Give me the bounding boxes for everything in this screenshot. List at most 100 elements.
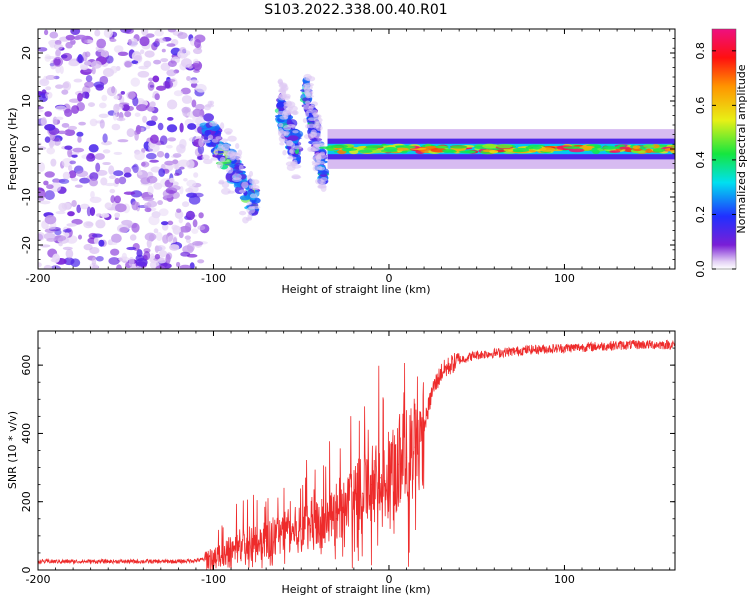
heatmap-cell bbox=[100, 50, 109, 58]
heatmap-cell bbox=[166, 144, 173, 149]
heatmap-cell bbox=[148, 77, 154, 82]
heatmap-cell bbox=[225, 173, 234, 182]
heatmap-cell bbox=[313, 114, 322, 119]
snr-data-point bbox=[72, 560, 74, 563]
heatmap-cell bbox=[68, 60, 80, 67]
y-tick-label: -20 bbox=[20, 236, 33, 254]
heatmap-cell bbox=[276, 101, 285, 108]
heatmap-cell bbox=[101, 94, 108, 102]
heatmap-cell bbox=[80, 203, 90, 210]
heatmap-cell bbox=[46, 184, 54, 190]
heatmap-cell bbox=[308, 104, 316, 109]
heatmap-cell bbox=[76, 170, 89, 178]
heatmap-cell bbox=[38, 262, 42, 268]
heatmap-cell bbox=[167, 116, 174, 121]
heatmap-cell bbox=[61, 157, 73, 168]
heatmap-cell bbox=[45, 86, 52, 91]
heatmap-cell bbox=[44, 171, 55, 178]
heatmap-cell bbox=[44, 124, 56, 131]
heatmap-cell bbox=[531, 145, 542, 150]
y-tick-label: 0 bbox=[20, 146, 33, 153]
heatmap-cell bbox=[98, 239, 105, 247]
heatmap-cell bbox=[292, 145, 303, 150]
heatmap-cell bbox=[102, 161, 111, 166]
heatmap-cell bbox=[157, 257, 167, 264]
heatmap-cell bbox=[167, 29, 177, 33]
heatmap-cell bbox=[154, 93, 160, 101]
heatmap-cell bbox=[435, 145, 449, 149]
heatmap-cell bbox=[394, 147, 409, 151]
heatmap-cell bbox=[178, 217, 183, 224]
heatmap-cell bbox=[209, 121, 218, 127]
heatmap-cell bbox=[88, 144, 99, 153]
heatmap-cell bbox=[186, 179, 197, 188]
heatmap-cell bbox=[239, 210, 247, 216]
heatmap-cell bbox=[219, 122, 225, 130]
heatmap-cell bbox=[98, 102, 107, 109]
heatmap-cell bbox=[99, 119, 105, 129]
heatmap-cell bbox=[128, 256, 135, 267]
heatmap-cell bbox=[179, 122, 184, 133]
heatmap-cell bbox=[38, 47, 48, 52]
heatmap-cell bbox=[166, 43, 176, 47]
heatmap-cell bbox=[172, 225, 182, 235]
heatmap-cell bbox=[121, 252, 128, 261]
heatmap-cell bbox=[162, 234, 169, 244]
heatmap-cell bbox=[158, 168, 166, 177]
heatmap-cell bbox=[664, 147, 675, 152]
heatmap-cell bbox=[155, 85, 167, 91]
heatmap-cell bbox=[71, 105, 80, 114]
heatmap-cell bbox=[193, 172, 199, 178]
heatmap-cell bbox=[185, 187, 194, 193]
heatmap-cell bbox=[126, 246, 137, 251]
heatmap-cell bbox=[95, 255, 104, 262]
heatmap-cell bbox=[163, 80, 174, 89]
heatmap-cell bbox=[482, 143, 497, 149]
heatmap-cell bbox=[76, 55, 84, 64]
heatmap-cell bbox=[43, 29, 49, 36]
heatmap-cell bbox=[146, 239, 152, 248]
heatmap-cell bbox=[160, 62, 171, 71]
heatmap-cell bbox=[140, 49, 145, 55]
heatmap-cell bbox=[66, 223, 77, 227]
heatmap-cell bbox=[122, 104, 130, 112]
heatmap-cell bbox=[304, 82, 315, 87]
heatmap-cell bbox=[286, 140, 294, 147]
heatmap-cell bbox=[45, 91, 53, 99]
heatmap-cell bbox=[71, 218, 83, 225]
heatmap-cell bbox=[292, 159, 298, 167]
y-tick-label: 200 bbox=[20, 491, 33, 512]
heatmap-cell bbox=[89, 118, 98, 127]
heatmap-cell bbox=[239, 195, 251, 201]
heatmap-cell bbox=[43, 180, 49, 186]
heatmap-cell bbox=[201, 154, 210, 160]
heatmap-cell bbox=[568, 148, 585, 153]
heatmap-cell bbox=[282, 108, 292, 116]
heatmap-cell bbox=[44, 136, 51, 143]
heatmap-cell bbox=[189, 79, 199, 84]
heatmap-cell bbox=[71, 200, 77, 207]
heatmap-cell bbox=[496, 144, 513, 149]
heatmap-cell bbox=[179, 46, 187, 54]
heatmap-cell bbox=[167, 137, 177, 142]
heatmap-cell bbox=[123, 191, 136, 195]
heatmap-cell bbox=[358, 149, 373, 153]
snr-data-point bbox=[344, 509, 346, 511]
heatmap-cell bbox=[60, 54, 68, 59]
heatmap-cell bbox=[83, 61, 92, 66]
heatmap-cell bbox=[317, 185, 327, 189]
snr-data-point bbox=[239, 545, 241, 547]
snr-data-point bbox=[353, 501, 355, 503]
heatmap-cell bbox=[227, 135, 237, 142]
heatmap-cell bbox=[173, 90, 183, 97]
snr-data-point bbox=[326, 516, 329, 518]
heatmap-cell bbox=[180, 58, 193, 68]
heatmap-cell bbox=[91, 233, 103, 238]
heatmap-cell bbox=[283, 104, 289, 110]
heatmap-cell bbox=[160, 221, 169, 226]
heatmap-cell bbox=[68, 165, 73, 172]
heatmap-cell bbox=[159, 135, 168, 146]
heatmap-cell bbox=[166, 78, 176, 83]
heatmap-cell bbox=[45, 56, 57, 60]
heatmap-cell bbox=[167, 235, 178, 244]
